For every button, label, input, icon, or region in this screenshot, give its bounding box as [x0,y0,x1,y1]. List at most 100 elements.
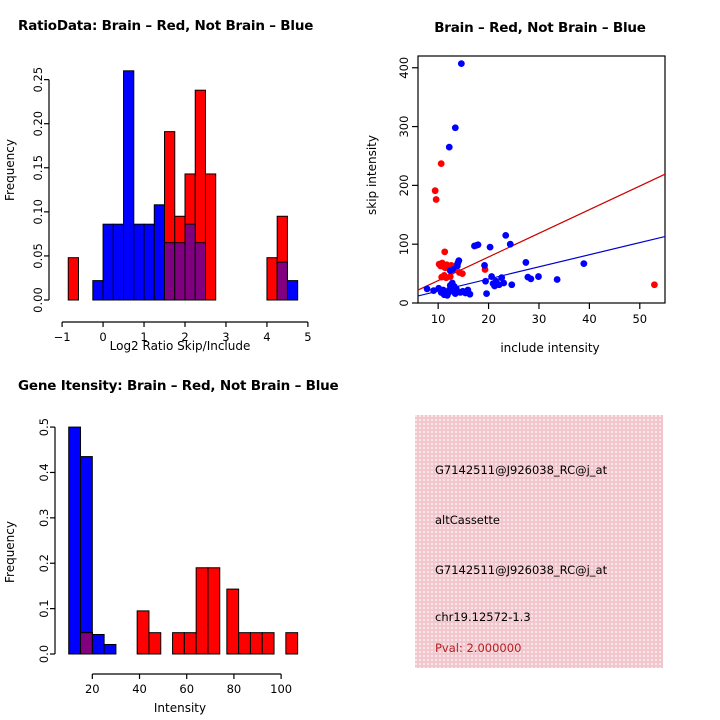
intensity-bar-brain [261,632,275,655]
scatter-point [437,160,445,168]
intensity-xaxis-label: Intensity [154,701,206,715]
scatter-point [441,248,449,256]
ratio-ytick-label: 0.05 [31,243,45,269]
scatter-point [432,196,440,203]
scatter-point [553,276,561,283]
ratio-bar-overlap [194,242,206,301]
scatter-point [446,267,454,275]
scatter-trendline [418,173,665,291]
intensity-yaxis-label: Frequency [3,521,17,583]
ratio-bar-brain [204,173,217,301]
info-event-type: altCassette [435,513,500,527]
scatter-plot: 0 100 200 300 400 10 20 30 40 50 include intensit… [365,55,666,355]
ratio-bar-notbrain [112,223,125,301]
ratio-bars-layer [67,70,299,301]
ratio-axes-layer: 0.00 0.05 0.10 0.15 0.20 0.25 −1 0 1 2 3 4 5 [31,67,312,344]
ratio-bar-overlap [276,261,288,301]
ratio-xtick-label: 0 [99,330,106,344]
ratio-bar-brain [266,257,278,301]
intensity-bar-brain [249,632,263,655]
scatter-point [498,274,506,282]
intensity-ytick-label: 0.5 [37,418,51,436]
scatter-point [527,275,535,283]
ratio-bar-notbrain [123,70,135,301]
intensity-xtick-label: 20 [85,682,100,696]
info-box: G7142511@J926038_RC@j_at altCassette G71… [415,415,663,668]
scatter-point [430,287,438,295]
intensity-ytick-label: 0.0 [37,645,51,663]
scatter-xtick-label: 50 [632,312,647,326]
ratio-xtick-label: 2 [181,330,188,344]
intensity-xtick-label: 40 [132,682,147,696]
scatter-xtick-label: 20 [481,312,496,326]
panel-gene-intensity-histogram: Gene Itensity: Brain – Red, Not Brain – … [0,360,360,720]
intensity-ytick-label: 0.4 [37,463,51,481]
intensity-bar-brain [238,632,251,655]
scatter-ytick-label: 0 [397,299,411,306]
scatter-ytick-label: 100 [397,233,411,255]
intensity-bar-notbrain [68,426,82,655]
ratio-bar-overlap [174,242,186,301]
ratio-xaxis-label: Log2 Ratio Skip/Include [110,339,251,353]
panel-ratio-title: RatioData: Brain – Red, Not Brain – Blue [18,18,314,34]
scatter-point [500,279,508,287]
ratio-xtick-label: 3 [222,330,229,344]
panel-annotation-info: G7142511@J926038_RC@j_at altCassette G71… [360,360,720,720]
scatter-yaxis-label: skip intensity [365,135,379,215]
scatter-ytick-label: 300 [397,116,411,138]
ratio-xtick-label: −1 [54,330,71,344]
scatter-point [483,290,490,297]
ratio-bar-notbrain [143,223,155,301]
ratio-xtick-label: 4 [263,330,270,344]
intensity-bar-brain [183,632,197,655]
scatter-points-layer [423,60,658,299]
intensity-ytick-label: 0.3 [37,509,51,527]
scatter-point [502,231,510,239]
intensity-bar-notbrain [91,633,105,655]
scatter-xtick-label: 10 [431,312,446,326]
intensity-bar-brain [195,567,209,655]
info-probe-id-top: G7142511@J926038_RC@j_at [435,463,608,477]
scatter-point [466,290,474,298]
panel-gene-intensity-title: Gene Itensity: Brain – Red, Not Brain – … [18,378,339,394]
intensity-bar-brain [226,588,240,655]
scatter-plot-frame [417,55,666,304]
scatter-point [423,285,431,293]
panel-intensity-scatter: Brain – Red, Not Brain – Blue 0 100 200 300… [360,0,720,360]
ratio-ytick-label: 0.10 [31,199,45,225]
ratio-xtick-label: 1 [140,330,147,344]
scatter-point [451,124,459,132]
scatter-ytick-label: 400 [397,57,411,79]
intensity-bar-brain [136,610,150,655]
scatter-xtick-label: 40 [582,312,597,326]
scatter-point [506,240,514,248]
info-pval: Pval: 2.000000 [435,641,522,655]
intensity-xtick-label: 80 [227,682,242,696]
intensity-xtick-label: 100 [270,682,292,696]
ratio-bar-notbrain [92,280,104,301]
scatter-point [446,273,454,280]
ratio-yaxis-label: Frequency [3,139,17,201]
scatter-point [651,281,658,289]
intensity-ytick-label: 0.2 [37,554,51,572]
panel-scatter-title: Brain – Red, Not Brain – Blue [434,20,646,36]
scatter-point [458,270,466,277]
ratio-bar-overlap [164,242,176,301]
scatter-xtick-label: 30 [532,312,547,326]
intensity-bar-brain [207,567,221,655]
scatter-xaxis-label: include intensity [500,341,599,355]
info-probe-id-bottom: G7142511@J926038_RC@j_at [435,563,608,577]
intensity-axes-layer: 0.0 0.1 0.2 0.3 0.4 0.5 20 40 60 80 100 [37,418,292,696]
scatter-point [486,243,494,251]
intensity-bar-overlap [80,632,93,655]
ratio-bar-notbrain [153,204,166,301]
scatter-point [488,273,495,280]
intensity-bar-notbrain [80,456,93,655]
ratio-ytick-label: 0.25 [31,67,45,93]
ratio-bar-notbrain [286,280,299,301]
gene-intensity-plot: 0.00.10.20.30.40.520 40 60 80 100 Intensity … [3,418,299,715]
ratio-bar-notbrain [133,223,145,301]
intensity-bar-brain [172,632,185,655]
intensity-bar-brain [148,632,162,655]
